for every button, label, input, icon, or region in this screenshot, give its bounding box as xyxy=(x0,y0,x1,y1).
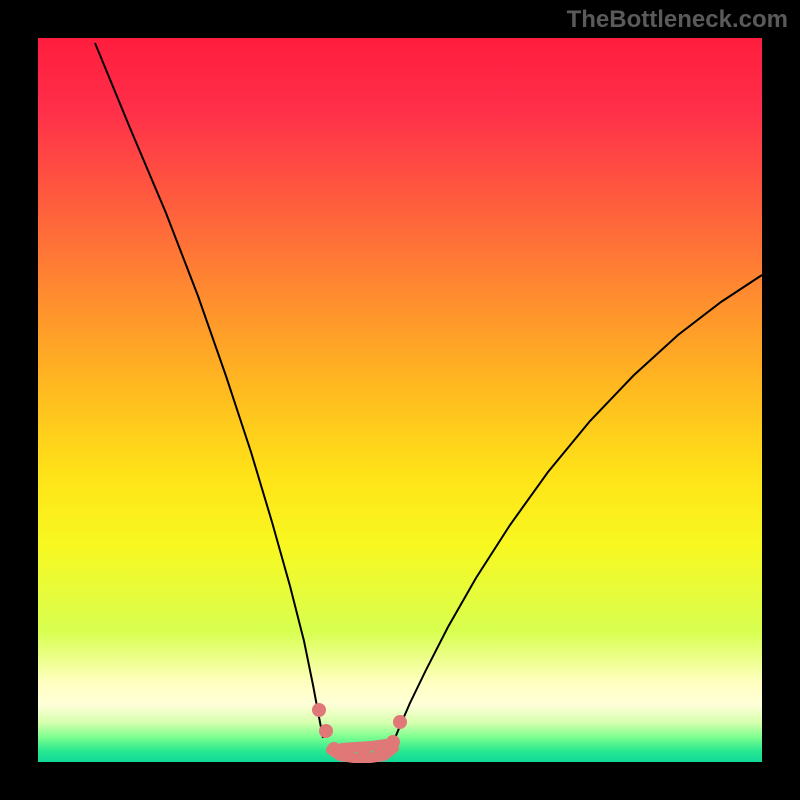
watermark-text: TheBottleneck.com xyxy=(567,6,788,34)
valley-dot xyxy=(357,747,371,761)
right-curve xyxy=(395,275,762,738)
chart-root: { "viewport": { "width": 800, "height": … xyxy=(0,0,800,800)
valley-dot xyxy=(312,703,326,717)
border-bottom xyxy=(0,762,800,800)
valley-dot xyxy=(341,747,355,761)
valley-dot xyxy=(373,746,387,760)
left-curve xyxy=(95,43,323,738)
valley-dot xyxy=(319,724,333,738)
valley-dot xyxy=(327,742,341,756)
border-right xyxy=(762,0,800,800)
valley-marker xyxy=(312,703,407,761)
valley-dot xyxy=(393,715,407,729)
valley-dot xyxy=(386,735,400,749)
border-left xyxy=(0,0,38,800)
plot-area xyxy=(38,38,762,762)
curve-layer xyxy=(38,38,762,762)
